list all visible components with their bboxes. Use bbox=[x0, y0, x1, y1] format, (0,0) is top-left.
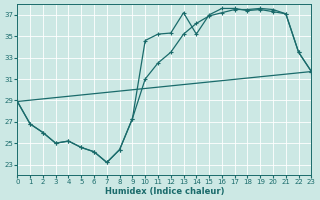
X-axis label: Humidex (Indice chaleur): Humidex (Indice chaleur) bbox=[105, 187, 224, 196]
